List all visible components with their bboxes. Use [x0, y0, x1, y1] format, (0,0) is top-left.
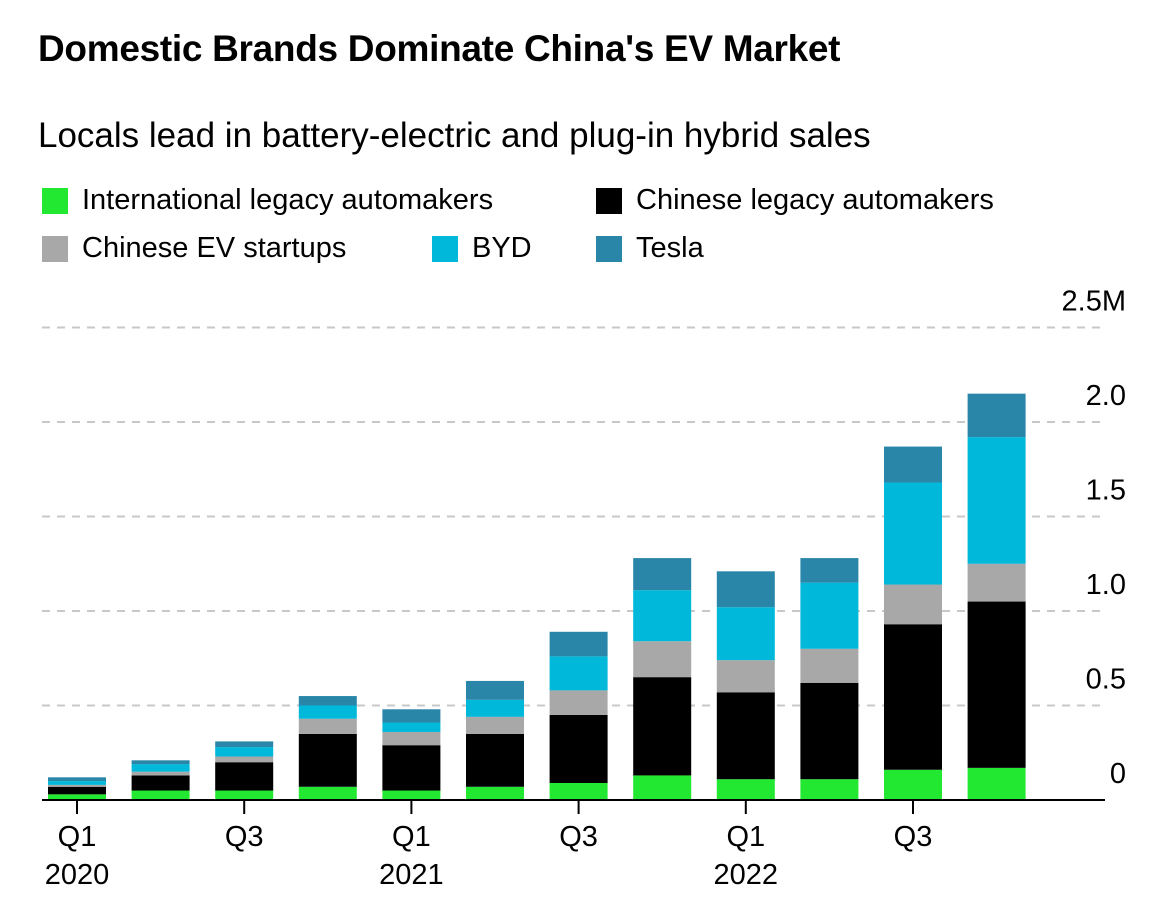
y-tick-label: 2.5M	[1062, 286, 1126, 318]
bar-segment	[967, 767, 1026, 800]
bar-segment	[466, 786, 524, 800]
legend-label: BYD	[472, 232, 532, 264]
legend-swatch	[596, 187, 622, 214]
legend-item-international-legacy: International legacy automakers	[42, 184, 493, 217]
bar-segment	[48, 794, 106, 800]
y-tick-label: 1.0	[1086, 569, 1126, 601]
bar-segment	[215, 762, 274, 791]
bar-segment	[382, 731, 441, 746]
legend-label: Tesla	[636, 232, 704, 264]
y-tick-label: 0	[1110, 758, 1126, 790]
x-tick-label: Q1	[58, 821, 97, 853]
bar-segment	[716, 571, 775, 608]
bar-segment	[466, 716, 524, 734]
bar-segment	[215, 747, 274, 757]
bar-segment	[633, 677, 692, 776]
bar-segment	[549, 631, 608, 657]
bar-segment	[215, 741, 274, 748]
bar-segment	[800, 582, 859, 649]
bar-segment	[884, 769, 942, 800]
bar-segment	[716, 779, 775, 800]
bar-segment	[298, 718, 357, 734]
bar-segment	[716, 607, 775, 661]
bar-segment	[800, 648, 859, 683]
bar-segment	[800, 779, 859, 800]
bar-segment	[549, 714, 608, 783]
chart-subtitle: Locals lead in battery-electric and plug…	[38, 116, 871, 155]
bar-segment	[298, 786, 357, 800]
bar-segment	[716, 660, 775, 693]
bar-segment	[967, 393, 1026, 438]
y-tick-label: 0.5	[1086, 664, 1126, 696]
bar-segment	[382, 722, 441, 732]
bar-segment	[48, 781, 106, 785]
bar-segment	[884, 584, 942, 625]
bar-segment	[633, 558, 692, 591]
bar-segment	[215, 756, 274, 763]
x-tick-year-label: 2020	[45, 859, 110, 891]
legend-swatch	[42, 235, 68, 262]
legend-label: International legacy automakers	[82, 184, 494, 216]
bar-segment	[884, 482, 942, 585]
bar-segment	[298, 696, 357, 706]
bar-segment	[382, 745, 441, 791]
x-tick-label: Q3	[225, 821, 264, 853]
bar-segment	[131, 760, 190, 765]
bar-segment	[466, 680, 524, 700]
bar-segment	[382, 790, 441, 800]
bar-segment	[884, 446, 942, 483]
bar-segment	[48, 784, 106, 787]
x-tick-label: Q3	[894, 821, 933, 853]
bar-segment	[131, 775, 190, 791]
legend-swatch	[432, 235, 458, 262]
legend-label: Chinese legacy automakers	[636, 184, 994, 216]
bar-segment	[131, 771, 190, 776]
legend-item-byd: BYD	[432, 232, 532, 265]
bar-segment	[298, 733, 357, 787]
y-tick-label: 1.5	[1086, 475, 1126, 507]
bar-segment	[466, 733, 524, 787]
bar-segment	[48, 777, 106, 782]
legend-item-chinese-legacy: Chinese legacy automakers	[596, 184, 994, 217]
bar-segment	[215, 790, 274, 800]
x-tick-label: Q3	[559, 821, 598, 853]
bar-segment	[967, 601, 1026, 768]
y-tick-label: 2.0	[1086, 380, 1126, 412]
bar-segment	[48, 786, 106, 795]
bar-segment	[298, 705, 357, 719]
legend-item-tesla: Tesla	[596, 232, 704, 265]
bar-segment	[466, 699, 524, 717]
bar-segment	[131, 764, 190, 772]
bar-segment	[549, 656, 608, 691]
x-tick-label: Q1	[726, 821, 765, 853]
bar-segment	[967, 437, 1026, 564]
x-tick-year-label: 2022	[714, 859, 779, 891]
bar-segment	[884, 624, 942, 770]
bar-segment	[716, 692, 775, 780]
bar-segment	[633, 641, 692, 678]
x-tick-year-label: 2021	[379, 859, 444, 891]
x-tick-label: Q1	[392, 821, 431, 853]
legend-item-chinese-ev-startups: Chinese EV startups	[42, 232, 346, 265]
bar-segment	[800, 682, 859, 780]
bar-segment	[967, 563, 1026, 602]
bar-segment	[549, 782, 608, 800]
legend-swatch	[596, 235, 622, 262]
legend-swatch	[42, 187, 68, 214]
bar-segment	[382, 709, 441, 723]
bar-segment	[633, 590, 692, 642]
chart-title: Domestic Brands Dominate China's EV Mark…	[38, 28, 841, 69]
bar-segment	[800, 558, 859, 583]
bar-segment	[549, 690, 608, 715]
legend-label: Chinese EV startups	[82, 232, 347, 264]
bar-segment	[633, 775, 692, 800]
bar-segment	[131, 790, 190, 800]
